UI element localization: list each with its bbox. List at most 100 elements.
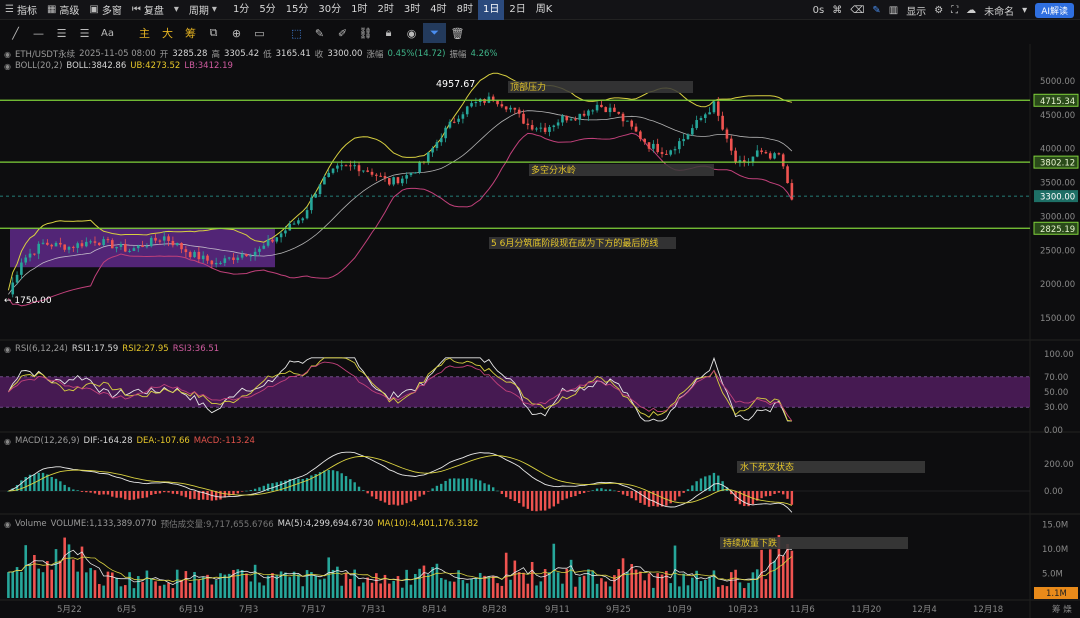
interval-3[interactable]: 30分 [318, 3, 342, 15]
interval-0[interactable]: 1分 [232, 3, 250, 15]
main-force-button[interactable]: 主 [139, 27, 150, 40]
cloud-icon[interactable]: ☁ [966, 4, 977, 16]
macd-bar [669, 491, 672, 504]
volume-bar [401, 587, 404, 598]
ma5-value: MA(5):4,299,694.6730 [277, 519, 374, 529]
volume-bar [253, 564, 257, 598]
macd-bar [236, 491, 240, 494]
interval-11[interactable]: 周K [535, 3, 553, 15]
candle-body [288, 223, 292, 231]
replay-dropdown[interactable]: ▾ [169, 0, 184, 20]
interval-9[interactable]: 1日 [478, 0, 505, 20]
copy-icon[interactable]: ⧉ [209, 26, 218, 39]
macd-bar [474, 479, 478, 491]
lock-icon[interactable]: 🔒︎ [385, 26, 392, 39]
volume-bar [556, 572, 560, 598]
candle-body [431, 148, 434, 153]
link-icon[interactable]: ⛓ [358, 26, 373, 40]
big-order-button[interactable]: 大 [162, 27, 173, 40]
filter-icon[interactable]: ⏷ [423, 23, 446, 43]
kline-chart[interactable]: 5000.00 4500.00 4000.00 3500.00 3000.00 2500.… [0, 44, 1080, 618]
ruler-icon[interactable]: ▭ [254, 26, 265, 40]
volume-bar [786, 544, 789, 598]
settings-icon[interactable]: ⚙ [934, 4, 944, 16]
interval-7[interactable]: 4时 [430, 3, 447, 15]
pencil-icon[interactable]: ✎ [314, 26, 325, 40]
candle-body [102, 239, 105, 246]
interval-8[interactable]: 8时 [456, 3, 474, 15]
layout-name[interactable]: 未命名 [984, 6, 1015, 18]
chevron-down-icon[interactable]: ▾ [1022, 4, 1028, 16]
fib-icon[interactable]: ☰ [79, 26, 90, 40]
eye-icon[interactable]: ◉ [4, 344, 11, 354]
volume-bar [370, 582, 374, 598]
display-button[interactable]: 显示 [906, 6, 927, 18]
brush-icon[interactable]: ✐ [337, 26, 348, 40]
macd-bar [344, 476, 348, 491]
period-button[interactable]: 周期 ▾ [184, 0, 222, 20]
macd-bar [630, 491, 633, 499]
volume-bar [691, 577, 694, 598]
candle-body [362, 170, 365, 172]
change-label: 涨幅 [366, 50, 384, 60]
layout-icon[interactable]: ▥ [888, 4, 899, 16]
rsi3-line [8, 361, 793, 422]
time-tick-label: 12月18 [973, 605, 1003, 615]
interval-2[interactable]: 15分 [285, 3, 309, 15]
macd-bar [665, 491, 668, 506]
candle-body [214, 262, 218, 265]
macd-bar [214, 491, 218, 501]
fullscreen-icon[interactable]: ⛶ [951, 4, 959, 16]
macd-bar [751, 491, 755, 505]
eye-icon[interactable]: ◉ [4, 49, 11, 59]
trash-icon[interactable]: 🗑︎ [450, 26, 465, 40]
macd-bar [262, 485, 265, 491]
eye-icon[interactable]: ◉ [4, 519, 11, 529]
indicator-button[interactable]: ☰ 指标 [0, 0, 42, 20]
macd-bar [219, 491, 222, 500]
advanced-button[interactable]: ▦ 高级 [42, 0, 84, 20]
boll-lower-line [7, 132, 793, 307]
volume-bar [362, 582, 365, 598]
candle-body [193, 251, 196, 258]
candle-body [448, 121, 452, 128]
volume-bar [193, 572, 196, 598]
edit-icon[interactable]: ✎ [872, 4, 881, 16]
macd-bar [353, 482, 356, 491]
eye-icon[interactable]: ◉ [4, 436, 11, 446]
replay-button[interactable]: ⏮ 复盘 [127, 0, 169, 20]
dif-line [8, 451, 793, 513]
eye-icon[interactable]: ◉ [406, 26, 417, 40]
macd-bar [639, 491, 642, 503]
volume-bar [461, 580, 465, 598]
macd-bar [54, 478, 58, 491]
camera-icon[interactable]: ⌘ [832, 4, 843, 16]
interval-1[interactable]: 5分 [259, 3, 276, 15]
parallel-channel-icon[interactable]: ☰ [56, 26, 67, 40]
interval-5[interactable]: 2时 [377, 3, 394, 15]
select-icon[interactable]: ⬚ [291, 26, 302, 40]
dif-value: DIF:-164.28 [83, 436, 133, 446]
interval-6[interactable]: 3时 [403, 3, 421, 15]
multi-window-button[interactable]: ▣ 多窗 [84, 0, 126, 20]
boll-legend: ◉ BOLL(20,2) BOLL:3842.86 UB:4273.52 LB:… [4, 61, 233, 71]
volume-bar [665, 570, 668, 598]
ai-interpret-button[interactable]: AI解读 [1035, 2, 1074, 18]
horizontal-line-icon[interactable]: — [33, 26, 44, 40]
time-tick-label: 7月17 [301, 605, 326, 615]
interval-10[interactable]: 2日 [509, 3, 526, 15]
chip-button[interactable]: 筹 [185, 27, 196, 40]
volume-bar [608, 586, 612, 598]
interval-4[interactable]: 1时 [351, 3, 368, 15]
eye-icon[interactable]: ◉ [4, 61, 11, 71]
delete-icon[interactable]: ⌫ [850, 4, 865, 16]
volume-bar [33, 555, 36, 598]
volume-bar [439, 577, 443, 598]
candle-body [162, 236, 166, 241]
text-tool-icon[interactable]: Aa [101, 27, 114, 39]
candle-body [392, 177, 395, 185]
macd-bar [760, 491, 763, 499]
macd-bar [569, 491, 573, 498]
trendline-icon[interactable]: ╱ [12, 26, 19, 40]
magnet-icon[interactable]: ⊕ [231, 26, 242, 40]
